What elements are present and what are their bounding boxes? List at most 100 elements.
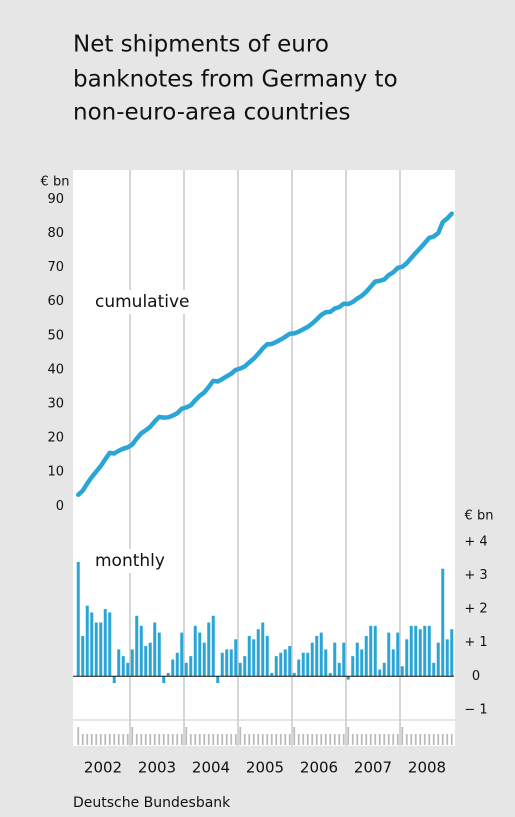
y-tick-label: 20 <box>47 431 64 446</box>
bar <box>396 632 400 677</box>
bar <box>333 642 337 677</box>
bar <box>180 632 184 677</box>
title-line: non-euro-area countries <box>73 100 350 126</box>
bar <box>144 646 148 677</box>
bar <box>319 632 323 677</box>
bar <box>310 642 314 677</box>
bar <box>225 649 229 677</box>
bar <box>175 652 179 677</box>
annotation-background <box>91 290 194 314</box>
bar <box>346 676 350 680</box>
bar <box>427 625 431 677</box>
bar <box>117 649 121 677</box>
x-tick-label: 2004 <box>192 759 230 777</box>
y-axis-unit: € bn <box>41 175 70 190</box>
bar <box>243 656 247 677</box>
series-annotation: monthly <box>95 551 165 571</box>
bar <box>337 662 341 677</box>
bar <box>148 642 152 677</box>
bar <box>414 625 418 677</box>
bar <box>229 649 233 677</box>
bar <box>157 632 161 677</box>
bar <box>364 635 368 677</box>
bar <box>166 672 170 677</box>
bar <box>256 629 260 677</box>
y-tick-label: 80 <box>47 226 64 241</box>
y-tick-label: 0 <box>472 669 480 684</box>
bar <box>445 639 449 677</box>
bar <box>135 615 139 677</box>
bar <box>202 642 206 677</box>
y-tick-label: 10 <box>47 465 64 480</box>
bar <box>400 666 404 677</box>
y-tick-label: 70 <box>47 260 64 275</box>
bar <box>391 649 395 677</box>
bar <box>355 642 359 677</box>
y-tick-label: + 4 <box>464 534 487 549</box>
bar <box>193 625 197 677</box>
bar <box>220 652 224 677</box>
y-tick-label: 50 <box>47 328 64 343</box>
y-tick-label: + 2 <box>464 602 487 617</box>
bar <box>378 669 382 677</box>
y-tick-label: 30 <box>47 397 64 412</box>
bar <box>418 629 422 677</box>
y-tick-label: − 1 <box>464 702 487 717</box>
y-tick-label: 0 <box>56 499 64 514</box>
bar <box>450 629 454 677</box>
bar <box>252 639 256 677</box>
y2-axis-unit: € bn <box>465 509 494 524</box>
bar <box>342 642 346 677</box>
bar <box>162 676 166 684</box>
bar <box>324 649 328 677</box>
x-tick-label: 2003 <box>138 759 176 777</box>
bar <box>405 639 409 677</box>
bar <box>274 656 278 677</box>
bar <box>351 656 355 677</box>
bar <box>382 662 386 677</box>
bar <box>99 622 103 677</box>
bar <box>207 622 211 677</box>
bar <box>103 609 107 677</box>
bar <box>108 612 112 677</box>
bar <box>409 625 413 677</box>
bar <box>198 632 202 677</box>
bar <box>288 646 292 677</box>
bar <box>171 659 175 677</box>
bar <box>112 676 116 684</box>
bar <box>90 612 94 677</box>
y-tick-label: 40 <box>47 362 64 377</box>
bar <box>270 672 274 677</box>
bar <box>292 672 296 677</box>
title-line: banknotes from Germany to <box>73 67 398 93</box>
bar <box>94 622 98 677</box>
x-tick-label: 2006 <box>300 759 338 777</box>
bar <box>238 662 242 677</box>
bar <box>297 659 301 677</box>
bar <box>85 605 89 677</box>
y-tick-label: + 3 <box>464 568 487 583</box>
bar <box>211 615 215 677</box>
bar <box>423 625 427 677</box>
bar <box>130 649 134 677</box>
bar <box>139 625 143 677</box>
bar <box>306 652 310 677</box>
x-tick-label: 2007 <box>354 759 392 777</box>
bar <box>216 676 220 684</box>
bar <box>432 662 436 677</box>
bar <box>436 642 440 677</box>
source: Deutsche Bundesbank <box>73 795 231 811</box>
x-tick-label: 2005 <box>246 759 284 777</box>
bar <box>301 652 305 677</box>
bar <box>369 625 373 677</box>
y-tick-label: 60 <box>47 294 64 309</box>
bar <box>81 635 85 677</box>
bar <box>189 656 193 677</box>
bar <box>261 622 265 677</box>
bar <box>360 649 364 677</box>
bar <box>265 635 269 677</box>
bar <box>184 662 188 677</box>
series-annotation: cumulative <box>95 292 190 312</box>
